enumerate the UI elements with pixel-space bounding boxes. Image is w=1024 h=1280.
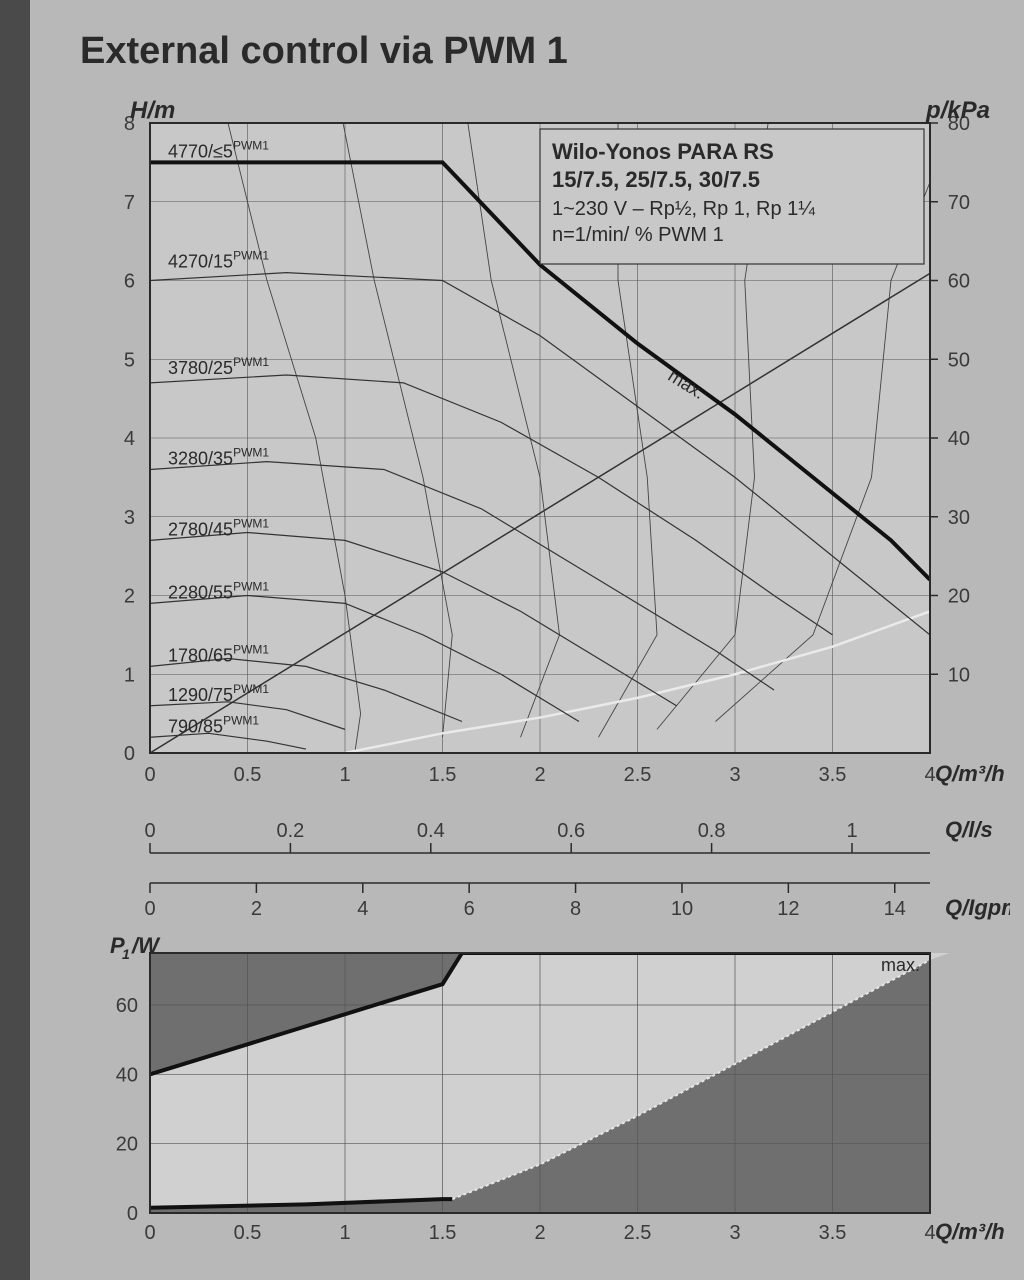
svg-text:0.5: 0.5 — [234, 1222, 262, 1244]
svg-text:n=1/min/ % PWM 1: n=1/min/ % PWM 1 — [552, 224, 724, 246]
svg-text:8: 8 — [570, 898, 581, 920]
svg-text:15/7.5, 25/7.5, 30/7.5: 15/7.5, 25/7.5, 30/7.5 — [552, 167, 760, 192]
svg-text:3: 3 — [124, 507, 135, 529]
svg-text:20: 20 — [116, 1134, 138, 1156]
svg-text:3: 3 — [729, 764, 740, 786]
svg-text:H/m: H/m — [130, 97, 175, 124]
svg-text:60: 60 — [948, 271, 970, 293]
svg-text:2: 2 — [251, 898, 262, 920]
svg-text:0.2: 0.2 — [276, 820, 304, 842]
svg-text:Wilo-Yonos PARA RS: Wilo-Yonos PARA RS — [552, 139, 774, 164]
svg-text:max.: max. — [881, 955, 920, 975]
svg-text:6: 6 — [464, 898, 475, 920]
svg-text:1.5: 1.5 — [429, 1222, 457, 1244]
svg-text:50: 50 — [948, 349, 970, 371]
svg-text:10: 10 — [671, 898, 693, 920]
svg-text:2: 2 — [534, 1222, 545, 1244]
svg-text:Q/l/s: Q/l/s — [945, 817, 993, 842]
svg-text:60: 60 — [116, 995, 138, 1017]
svg-text:2.5: 2.5 — [624, 764, 652, 786]
svg-text:/W: /W — [131, 933, 161, 958]
page-title: External control via PWM 1 — [30, 0, 1024, 93]
svg-text:4: 4 — [924, 1222, 935, 1244]
alt-scales: 0 0.2 0.4 0.6 0.8 1 Q/l/s 0 2 4 6 8 10 12 14 Q/Igpm — [50, 813, 1010, 933]
svg-text:0: 0 — [124, 743, 135, 765]
svg-text:5: 5 — [124, 349, 135, 371]
svg-text:0: 0 — [144, 1222, 155, 1244]
svg-text:1: 1 — [124, 664, 135, 686]
svg-text:20: 20 — [948, 586, 970, 608]
svg-text:Q/Igpm: Q/Igpm — [945, 895, 1010, 920]
svg-text:0: 0 — [127, 1203, 138, 1225]
svg-text:7: 7 — [124, 192, 135, 214]
svg-text:4: 4 — [924, 764, 935, 786]
svg-text:4: 4 — [357, 898, 368, 920]
svg-text:3.5: 3.5 — [819, 1222, 847, 1244]
svg-text:2: 2 — [124, 586, 135, 608]
svg-text:0.5: 0.5 — [234, 764, 262, 786]
svg-text:1: 1 — [846, 820, 857, 842]
svg-text:10: 10 — [948, 664, 970, 686]
svg-text:1.5: 1.5 — [429, 764, 457, 786]
svg-text:6: 6 — [124, 271, 135, 293]
svg-text:0: 0 — [144, 764, 155, 786]
svg-text:70: 70 — [948, 192, 970, 214]
svg-text:1: 1 — [339, 764, 350, 786]
svg-text:0.8: 0.8 — [698, 820, 726, 842]
svg-text:40: 40 — [116, 1064, 138, 1086]
svg-text:Q/m³/h: Q/m³/h — [935, 761, 1005, 786]
svg-text:12: 12 — [777, 898, 799, 920]
svg-text:2: 2 — [534, 764, 545, 786]
svg-text:0.6: 0.6 — [557, 820, 585, 842]
svg-text:1: 1 — [122, 946, 130, 962]
svg-text:1~230 V – Rp½, Rp 1, Rp 1¼: 1~230 V – Rp½, Rp 1, Rp 1¼ — [552, 198, 815, 220]
svg-text:4: 4 — [124, 428, 135, 450]
svg-text:0.4: 0.4 — [417, 820, 445, 842]
svg-text:0: 0 — [144, 820, 155, 842]
svg-text:14: 14 — [884, 898, 906, 920]
power-chart: 00.511.522.533.540204060P1/WQ/m³/hmax. — [50, 933, 1010, 1253]
svg-text:3.5: 3.5 — [819, 764, 847, 786]
svg-text:3: 3 — [729, 1222, 740, 1244]
pump-curve-chart: 00.511.522.533.5401234567810203040506070… — [50, 93, 1010, 813]
svg-text:p/kPa: p/kPa — [925, 97, 990, 124]
svg-text:40: 40 — [948, 428, 970, 450]
svg-text:1: 1 — [339, 1222, 350, 1244]
svg-text:Q/m³/h: Q/m³/h — [935, 1219, 1005, 1244]
svg-text:2.5: 2.5 — [624, 1222, 652, 1244]
svg-text:0: 0 — [144, 898, 155, 920]
svg-text:30: 30 — [948, 507, 970, 529]
